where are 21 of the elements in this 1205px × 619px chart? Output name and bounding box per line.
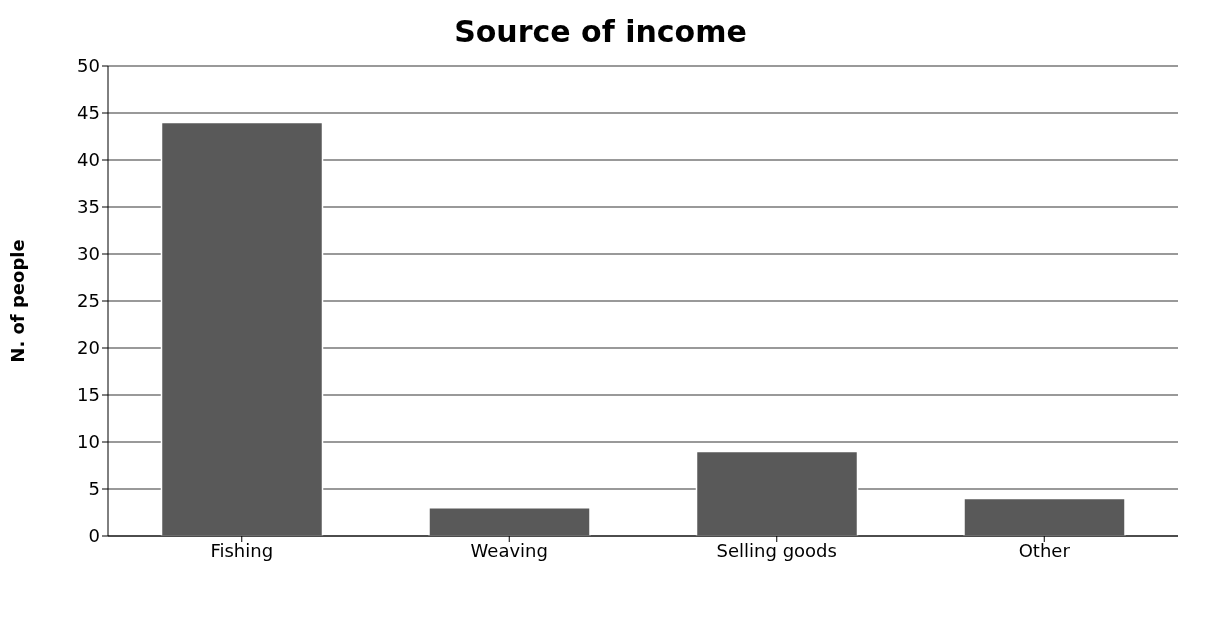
chart-title: Source of income [453,13,748,51]
y-tick-label: 20 [77,337,100,359]
bar [160,121,324,536]
x-tick-label: Other [1018,539,1071,561]
y-tick-label: 15 [77,384,100,406]
y-tick-label: 25 [77,290,100,312]
y-tick-label: 40 [77,149,100,171]
bar [695,450,859,536]
y-axis-title: N. of people [7,239,29,363]
y-tick-label: 30 [77,243,100,265]
x-tick-label: Fishing [210,539,274,561]
y-tick-label: 35 [77,196,100,218]
y-tick-label: 50 [77,55,100,77]
bar [428,507,591,536]
y-tick-label: 45 [77,102,100,124]
x-tick-label: Selling goods [716,539,837,561]
x-tick-label: Weaving [470,539,548,561]
y-tick-label: 5 [88,478,100,500]
y-tick-label: 0 [88,525,100,547]
bar [963,497,1126,536]
y-tick-label: 10 [77,431,100,453]
